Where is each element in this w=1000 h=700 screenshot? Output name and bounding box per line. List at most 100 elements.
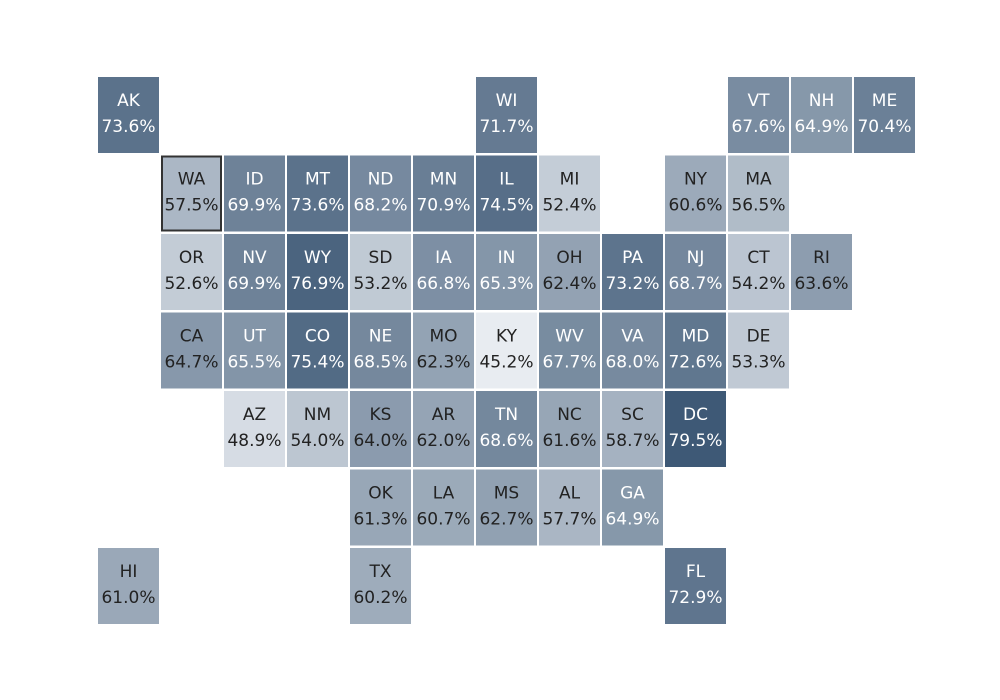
state-label: MO	[429, 327, 457, 347]
state-tile: DE 53.3%	[728, 312, 789, 389]
tile	[602, 469, 663, 546]
tile	[854, 77, 915, 153]
value-label: 73.2%	[605, 274, 659, 294]
state-tile: NJ 68.7%	[665, 234, 726, 310]
state-tile: FL 72.9%	[665, 548, 726, 624]
tile	[539, 234, 600, 310]
value-label: 60.2%	[353, 588, 407, 608]
value-label: 61.3%	[353, 510, 407, 530]
state-tile: NC 61.6%	[539, 391, 600, 467]
state-label: GA	[620, 484, 645, 504]
state-tile: NH 64.9%	[791, 77, 852, 153]
tile	[287, 391, 348, 467]
state-tile: MA 56.5%	[728, 155, 789, 232]
value-label: 57.5%	[164, 196, 218, 216]
state-label: AL	[559, 484, 581, 504]
tile	[791, 77, 852, 153]
tile	[98, 77, 159, 153]
state-tile: MI 52.4%	[539, 155, 600, 232]
tile	[728, 77, 789, 153]
state-label: CA	[180, 327, 204, 347]
value-label: 60.7%	[416, 510, 470, 530]
value-label: 54.0%	[290, 431, 344, 451]
state-label: ID	[245, 170, 263, 190]
state-label: WA	[178, 170, 206, 190]
state-tile: ND 68.2%	[350, 155, 411, 232]
state-label: AZ	[243, 405, 266, 425]
state-label: SD	[369, 248, 393, 268]
state-label: AK	[117, 91, 141, 111]
state-tile: NY 60.6%	[665, 155, 726, 232]
value-label: 68.5%	[353, 353, 407, 373]
state-tile: MT 73.6%	[287, 155, 348, 232]
state-label: MT	[305, 170, 331, 190]
state-tile: NV 69.9%	[224, 234, 285, 310]
state-label: VA	[621, 327, 644, 347]
state-label: WI	[496, 91, 518, 111]
value-label: 69.9%	[227, 274, 281, 294]
tile	[476, 469, 537, 546]
state-tile: WV 67.7%	[539, 312, 600, 389]
state-label: OH	[556, 248, 582, 268]
state-label: NY	[684, 170, 708, 190]
value-label: 64.0%	[353, 431, 407, 451]
tile	[224, 391, 285, 467]
value-label: 53.2%	[353, 274, 407, 294]
state-label: ND	[368, 170, 394, 190]
tile	[287, 234, 348, 310]
state-label: CT	[747, 248, 770, 268]
tile	[413, 391, 474, 467]
state-tile: TN 68.6%	[476, 391, 537, 467]
state-label: NV	[242, 248, 267, 268]
value-label: 73.6%	[101, 117, 155, 137]
tile	[665, 391, 726, 467]
tile	[602, 391, 663, 467]
state-tile: MS 62.7%	[476, 469, 537, 546]
state-label: OR	[179, 248, 204, 268]
state-tile: UT 65.5%	[224, 312, 285, 389]
tile	[791, 234, 852, 310]
value-label: 58.7%	[605, 431, 659, 451]
value-label: 68.0%	[605, 353, 659, 373]
value-label: 61.6%	[542, 431, 596, 451]
value-label: 56.5%	[731, 196, 785, 216]
state-label: DC	[683, 405, 708, 425]
state-tile: MO 62.3%	[413, 312, 474, 389]
value-label: 68.7%	[668, 274, 722, 294]
value-label: 72.6%	[668, 353, 722, 373]
value-label: 64.9%	[794, 117, 848, 137]
state-tile: NE 68.5%	[350, 312, 411, 389]
value-label: 76.9%	[290, 274, 344, 294]
value-label: 62.7%	[479, 510, 533, 530]
state-label: KY	[496, 327, 518, 347]
value-label: 67.7%	[542, 353, 596, 373]
state-label: DE	[747, 327, 771, 347]
state-tile: OH 62.4%	[539, 234, 600, 310]
state-tile: HI 61.0%	[98, 548, 159, 624]
tile	[98, 548, 159, 624]
value-label: 66.8%	[416, 274, 470, 294]
state-tile: DC 79.5%	[665, 391, 726, 467]
state-tile: AZ 48.9%	[224, 391, 285, 467]
state-label: LA	[433, 484, 455, 504]
value-label: 74.5%	[479, 196, 533, 216]
state-label: CO	[305, 327, 330, 347]
state-tile: MD 72.6%	[665, 312, 726, 389]
value-label: 70.9%	[416, 196, 470, 216]
tile	[539, 391, 600, 467]
state-label: NH	[809, 91, 835, 111]
state-tile: CA 64.7%	[161, 312, 222, 389]
value-label: 71.7%	[479, 117, 533, 137]
tile	[413, 312, 474, 389]
state-tile: WI 71.7%	[476, 77, 537, 153]
tile	[476, 155, 537, 232]
state-tile: RI 63.6%	[791, 234, 852, 310]
state-tile: WY 76.9%	[287, 234, 348, 310]
tile	[665, 312, 726, 389]
state-tile: LA 60.7%	[413, 469, 474, 546]
state-label: OK	[368, 484, 393, 504]
state-label: TX	[368, 562, 391, 582]
value-label: 57.7%	[542, 510, 596, 530]
tile	[350, 312, 411, 389]
